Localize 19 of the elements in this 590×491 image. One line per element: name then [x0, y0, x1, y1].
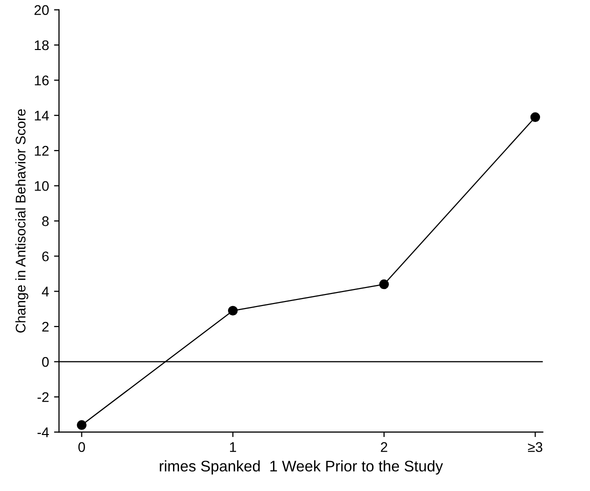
y-tick-label: 12 — [34, 146, 49, 156]
y-tick-label: 2 — [42, 322, 49, 332]
y-tick-label: 18 — [34, 40, 49, 50]
x-axis-title: rimes Spanked 1 Week Prior to the Study — [160, 460, 443, 475]
y-axis-title: Change in Antisocial Behavior Score — [15, 109, 28, 333]
y-tick-label: 8 — [42, 216, 49, 226]
x-tick-label: 2 — [380, 442, 388, 452]
y-tick-label: 10 — [34, 181, 49, 191]
y-tick-label: 4 — [42, 286, 49, 296]
y-tick-label: 0 — [42, 357, 49, 367]
y-tick-label: 20 — [34, 5, 49, 15]
y-tick-label: -4 — [38, 428, 49, 438]
y-tick-label: 6 — [42, 251, 49, 262]
x-tick-label: 1 — [230, 442, 236, 452]
x-tick-label: ≥3 — [528, 442, 542, 452]
y-tick-label: 14 — [34, 110, 49, 120]
y-tick-label: -2 — [38, 392, 49, 402]
y-tick-label: 16 — [34, 76, 49, 86]
x-tick-label: 0 — [78, 442, 85, 452]
